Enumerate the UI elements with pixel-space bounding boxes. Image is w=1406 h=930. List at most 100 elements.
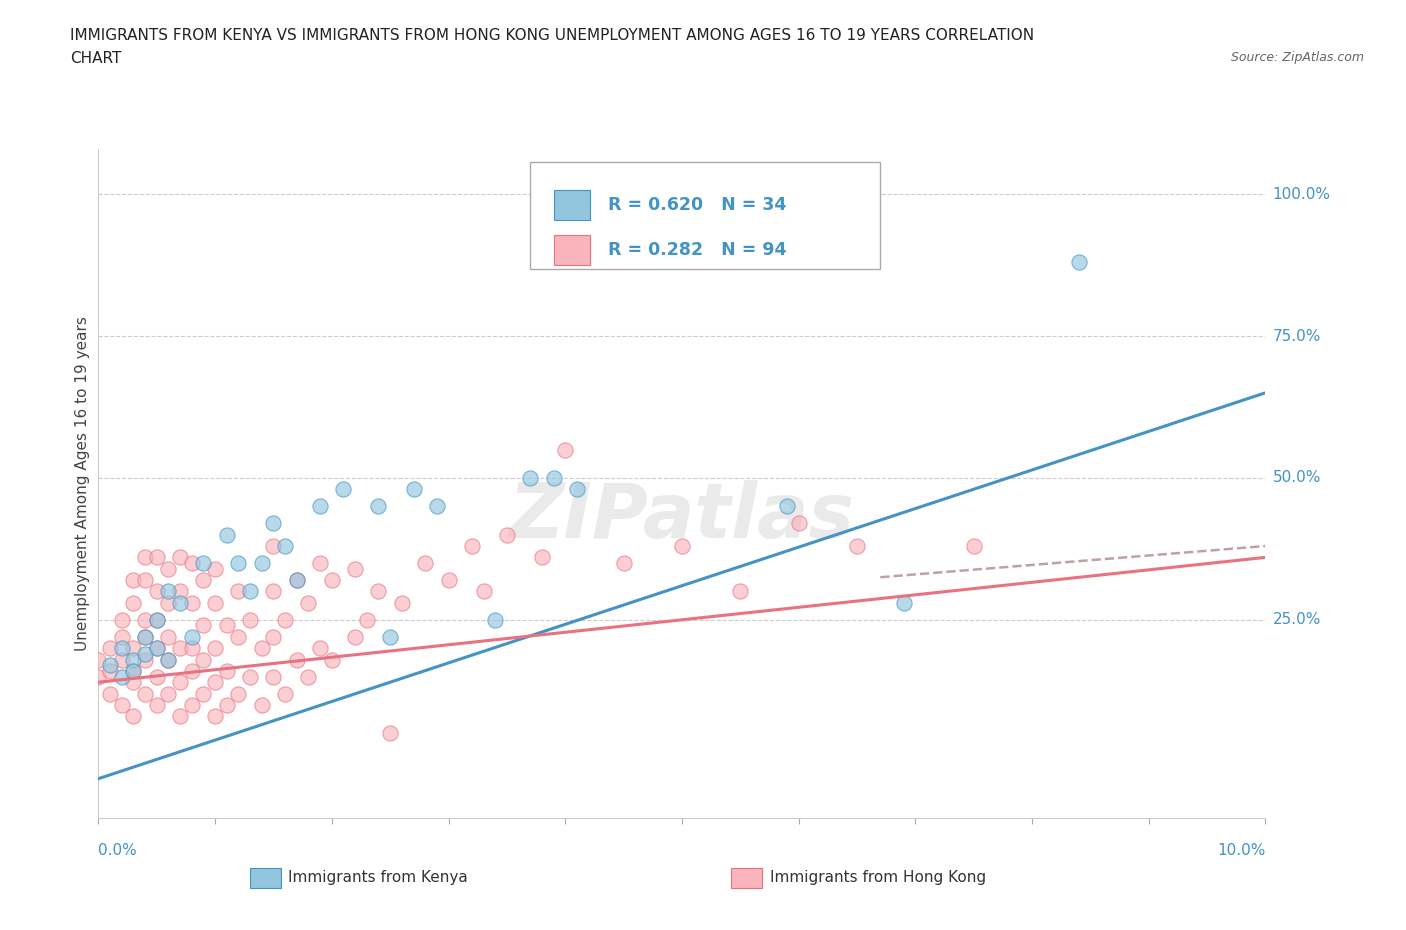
Point — [146, 641, 169, 656]
Point — [530, 550, 553, 565]
Point — [122, 709, 145, 724]
Text: 0.0%: 0.0% — [98, 844, 138, 858]
Point — [169, 641, 191, 656]
Point — [180, 555, 202, 570]
Point — [367, 584, 389, 599]
Point — [250, 641, 273, 656]
Point — [204, 641, 226, 656]
Point — [111, 698, 134, 712]
Point — [111, 669, 134, 684]
Point — [1067, 255, 1090, 270]
Point — [122, 652, 145, 667]
Text: 50.0%: 50.0% — [1272, 471, 1320, 485]
Point — [157, 652, 180, 667]
Point — [134, 612, 156, 627]
Point — [134, 550, 156, 565]
Text: 10.0%: 10.0% — [1218, 844, 1265, 858]
Point — [893, 595, 915, 610]
Point — [193, 618, 215, 633]
Point — [461, 538, 484, 553]
Point — [297, 669, 319, 684]
Point — [274, 686, 297, 701]
Point — [378, 725, 402, 740]
Point — [215, 698, 238, 712]
Point — [146, 612, 169, 627]
Point — [228, 555, 250, 570]
Point — [169, 584, 191, 599]
Text: 25.0%: 25.0% — [1272, 612, 1320, 628]
Point — [98, 641, 121, 656]
Point — [378, 630, 402, 644]
Point — [215, 618, 238, 633]
Point — [776, 498, 799, 513]
Point — [134, 686, 156, 701]
Point — [413, 555, 436, 570]
Point — [239, 612, 262, 627]
Point — [274, 612, 297, 627]
Point — [239, 584, 262, 599]
Point — [787, 516, 810, 531]
Point — [297, 595, 319, 610]
Point — [344, 630, 367, 644]
Point — [134, 630, 156, 644]
Point — [146, 641, 169, 656]
Point — [180, 698, 202, 712]
Point — [157, 630, 180, 644]
Point — [146, 698, 169, 712]
Point — [87, 669, 110, 684]
Text: R = 0.620   N = 34: R = 0.620 N = 34 — [607, 196, 786, 214]
Y-axis label: Unemployment Among Ages 16 to 19 years: Unemployment Among Ages 16 to 19 years — [75, 316, 90, 651]
Point — [285, 652, 308, 667]
Point — [157, 562, 180, 577]
Point — [169, 550, 191, 565]
Point — [356, 612, 378, 627]
Point — [193, 652, 215, 667]
Point — [262, 630, 284, 644]
Point — [543, 471, 565, 485]
Point — [204, 562, 226, 577]
Point — [134, 646, 156, 661]
Text: CHART: CHART — [70, 51, 122, 66]
Point — [146, 584, 169, 599]
Point — [111, 641, 134, 656]
Point — [134, 630, 156, 644]
Point — [402, 482, 425, 497]
Text: 75.0%: 75.0% — [1272, 328, 1320, 343]
Point — [426, 498, 449, 513]
Point — [122, 663, 145, 678]
Point — [484, 612, 506, 627]
Point — [146, 669, 169, 684]
Point — [309, 641, 332, 656]
Point — [262, 538, 284, 553]
Point — [228, 584, 250, 599]
Point — [215, 527, 238, 542]
Point — [169, 595, 191, 610]
Point — [228, 686, 250, 701]
Point — [111, 652, 134, 667]
Point — [157, 686, 180, 701]
Point — [122, 675, 145, 690]
Point — [519, 471, 541, 485]
Point — [437, 573, 460, 588]
Point — [169, 709, 191, 724]
Point — [728, 584, 751, 599]
Point — [204, 595, 226, 610]
Point — [122, 573, 145, 588]
Point — [111, 630, 134, 644]
Point — [671, 538, 693, 553]
Point — [262, 669, 284, 684]
Point — [98, 663, 121, 678]
Text: R = 0.282   N = 94: R = 0.282 N = 94 — [607, 241, 786, 259]
Point — [228, 630, 250, 644]
Point — [554, 442, 576, 457]
Point — [215, 663, 238, 678]
Point — [367, 498, 389, 513]
Bar — [554, 190, 591, 220]
Point — [122, 663, 145, 678]
Point — [180, 630, 202, 644]
Point — [134, 573, 156, 588]
Point — [134, 652, 156, 667]
Point — [285, 573, 308, 588]
Point — [250, 698, 273, 712]
Point — [262, 516, 284, 531]
